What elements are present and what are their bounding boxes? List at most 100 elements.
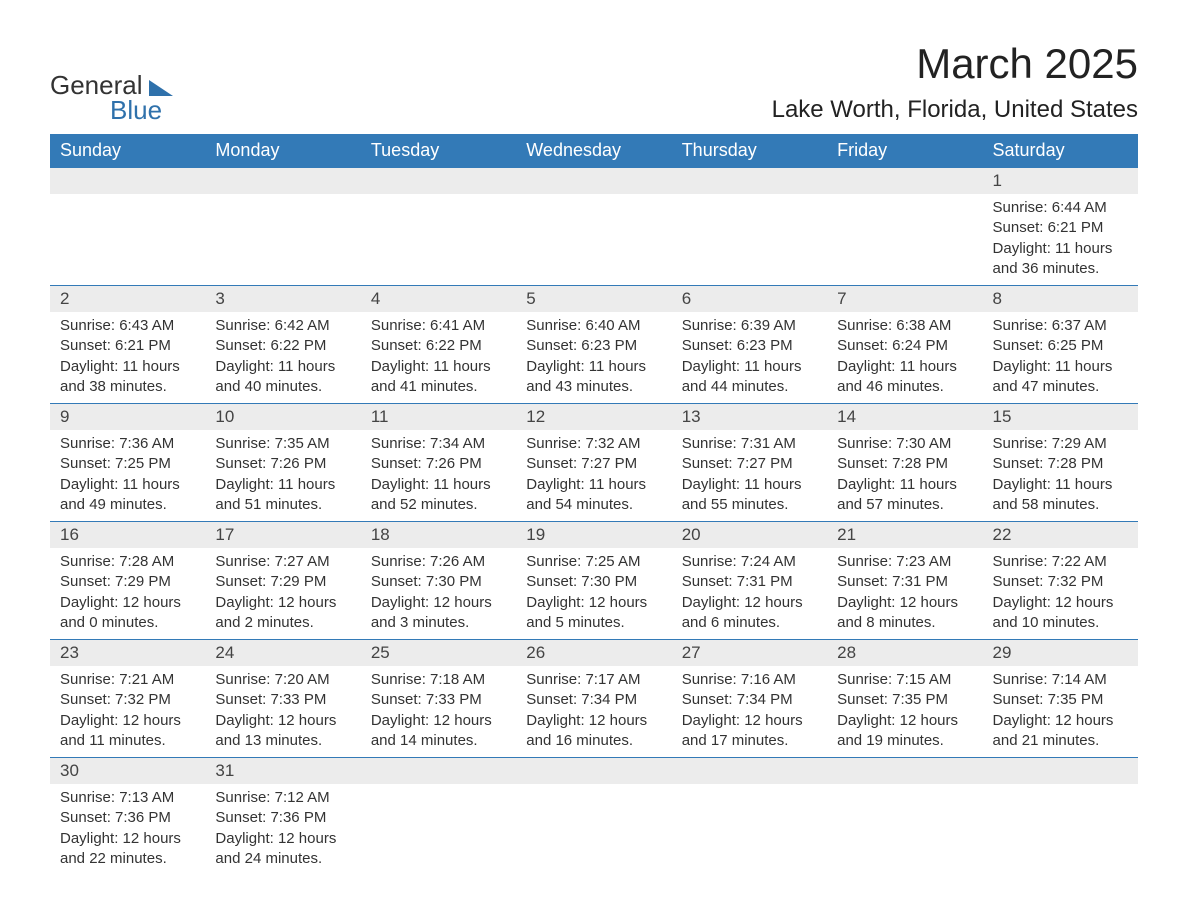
day-number-row: 3031 — [50, 758, 1138, 785]
month-title: March 2025 — [772, 40, 1138, 88]
day-number: 30 — [50, 758, 205, 784]
day-content-cell — [516, 194, 671, 286]
day-content-cell: Sunrise: 7:30 AMSunset: 7:28 PMDaylight:… — [827, 430, 982, 522]
day-number-cell: 18 — [361, 522, 516, 549]
weekday-header: Monday — [205, 134, 360, 168]
day-content-cell: Sunrise: 7:25 AMSunset: 7:30 PMDaylight:… — [516, 548, 671, 640]
day-content-cell: Sunrise: 7:35 AMSunset: 7:26 PMDaylight:… — [205, 430, 360, 522]
day-content-cell: Sunrise: 6:44 AMSunset: 6:21 PMDaylight:… — [983, 194, 1138, 286]
day-number-cell — [827, 168, 982, 195]
day-number-cell: 17 — [205, 522, 360, 549]
day-content-cell — [827, 784, 982, 875]
day-content: Sunrise: 7:27 AMSunset: 7:29 PMDaylight:… — [205, 548, 360, 639]
day-content: Sunrise: 7:32 AMSunset: 7:27 PMDaylight:… — [516, 430, 671, 521]
day-number-cell — [205, 168, 360, 195]
day-number-cell: 27 — [672, 640, 827, 667]
day-number — [205, 168, 360, 174]
day-content-cell — [205, 194, 360, 286]
day-content: Sunrise: 7:31 AMSunset: 7:27 PMDaylight:… — [672, 430, 827, 521]
day-content-cell: Sunrise: 6:37 AMSunset: 6:25 PMDaylight:… — [983, 312, 1138, 404]
day-content: Sunrise: 7:12 AMSunset: 7:36 PMDaylight:… — [205, 784, 360, 875]
day-number-cell: 28 — [827, 640, 982, 667]
day-content — [672, 784, 827, 814]
day-number — [827, 168, 982, 174]
day-content — [205, 194, 360, 224]
day-content: Sunrise: 7:18 AMSunset: 7:33 PMDaylight:… — [361, 666, 516, 757]
day-content-row: Sunrise: 7:28 AMSunset: 7:29 PMDaylight:… — [50, 548, 1138, 640]
weekday-header-row: SundayMondayTuesdayWednesdayThursdayFrid… — [50, 134, 1138, 168]
location-title: Lake Worth, Florida, United States — [772, 96, 1138, 124]
day-content-cell: Sunrise: 7:36 AMSunset: 7:25 PMDaylight:… — [50, 430, 205, 522]
day-content-cell: Sunrise: 7:15 AMSunset: 7:35 PMDaylight:… — [827, 666, 982, 758]
day-number: 19 — [516, 522, 671, 548]
day-content-row: Sunrise: 7:21 AMSunset: 7:32 PMDaylight:… — [50, 666, 1138, 758]
day-number-row: 2345678 — [50, 286, 1138, 313]
day-number-cell: 7 — [827, 286, 982, 313]
day-number-cell: 1 — [983, 168, 1138, 195]
day-number-cell: 11 — [361, 404, 516, 431]
day-number: 1 — [983, 168, 1138, 194]
day-content-cell: Sunrise: 7:16 AMSunset: 7:34 PMDaylight:… — [672, 666, 827, 758]
calendar-table: SundayMondayTuesdayWednesdayThursdayFrid… — [50, 134, 1138, 875]
day-number — [516, 758, 671, 764]
day-number-cell — [983, 758, 1138, 785]
day-number: 26 — [516, 640, 671, 666]
day-number: 6 — [672, 286, 827, 312]
day-number-cell: 8 — [983, 286, 1138, 313]
day-number: 28 — [827, 640, 982, 666]
day-content: Sunrise: 7:20 AMSunset: 7:33 PMDaylight:… — [205, 666, 360, 757]
day-number-cell: 24 — [205, 640, 360, 667]
day-content-cell: Sunrise: 6:42 AMSunset: 6:22 PMDaylight:… — [205, 312, 360, 404]
day-content-cell: Sunrise: 7:13 AMSunset: 7:36 PMDaylight:… — [50, 784, 205, 875]
day-number: 10 — [205, 404, 360, 430]
day-content-cell — [50, 194, 205, 286]
day-number — [516, 168, 671, 174]
day-content: Sunrise: 7:24 AMSunset: 7:31 PMDaylight:… — [672, 548, 827, 639]
day-number-cell: 20 — [672, 522, 827, 549]
day-content: Sunrise: 6:37 AMSunset: 6:25 PMDaylight:… — [983, 312, 1138, 403]
day-number: 18 — [361, 522, 516, 548]
day-number-cell — [361, 758, 516, 785]
day-content: Sunrise: 7:15 AMSunset: 7:35 PMDaylight:… — [827, 666, 982, 757]
day-number-cell — [516, 758, 671, 785]
day-content-cell: Sunrise: 7:20 AMSunset: 7:33 PMDaylight:… — [205, 666, 360, 758]
day-content: Sunrise: 7:35 AMSunset: 7:26 PMDaylight:… — [205, 430, 360, 521]
day-content-cell — [516, 784, 671, 875]
weekday-header: Tuesday — [361, 134, 516, 168]
day-content-cell: Sunrise: 7:26 AMSunset: 7:30 PMDaylight:… — [361, 548, 516, 640]
day-content-row: Sunrise: 7:13 AMSunset: 7:36 PMDaylight:… — [50, 784, 1138, 875]
day-number-cell: 13 — [672, 404, 827, 431]
day-number-cell: 3 — [205, 286, 360, 313]
day-number — [827, 758, 982, 764]
day-number: 5 — [516, 286, 671, 312]
day-number-cell: 2 — [50, 286, 205, 313]
day-content: Sunrise: 6:42 AMSunset: 6:22 PMDaylight:… — [205, 312, 360, 403]
day-number-cell: 10 — [205, 404, 360, 431]
day-number-cell — [50, 168, 205, 195]
day-content-cell: Sunrise: 7:28 AMSunset: 7:29 PMDaylight:… — [50, 548, 205, 640]
day-number: 27 — [672, 640, 827, 666]
day-number-cell: 21 — [827, 522, 982, 549]
day-number: 4 — [361, 286, 516, 312]
day-content-cell: Sunrise: 7:18 AMSunset: 7:33 PMDaylight:… — [361, 666, 516, 758]
brand-word-2: Blue — [110, 95, 162, 126]
day-number: 12 — [516, 404, 671, 430]
day-content: Sunrise: 7:16 AMSunset: 7:34 PMDaylight:… — [672, 666, 827, 757]
day-content: Sunrise: 7:25 AMSunset: 7:30 PMDaylight:… — [516, 548, 671, 639]
day-number — [672, 758, 827, 764]
brand-logo: General Blue — [50, 40, 173, 126]
day-content-cell: Sunrise: 7:14 AMSunset: 7:35 PMDaylight:… — [983, 666, 1138, 758]
day-content-cell: Sunrise: 6:41 AMSunset: 6:22 PMDaylight:… — [361, 312, 516, 404]
day-content: Sunrise: 7:23 AMSunset: 7:31 PMDaylight:… — [827, 548, 982, 639]
day-content — [672, 194, 827, 224]
day-number-cell — [827, 758, 982, 785]
day-content-cell: Sunrise: 7:29 AMSunset: 7:28 PMDaylight:… — [983, 430, 1138, 522]
day-content — [361, 784, 516, 814]
day-number-cell: 22 — [983, 522, 1138, 549]
day-content: Sunrise: 6:39 AMSunset: 6:23 PMDaylight:… — [672, 312, 827, 403]
day-content: Sunrise: 6:44 AMSunset: 6:21 PMDaylight:… — [983, 194, 1138, 285]
day-content — [827, 194, 982, 224]
day-content-cell — [361, 194, 516, 286]
day-number-row: 1 — [50, 168, 1138, 195]
day-content-cell: Sunrise: 7:27 AMSunset: 7:29 PMDaylight:… — [205, 548, 360, 640]
